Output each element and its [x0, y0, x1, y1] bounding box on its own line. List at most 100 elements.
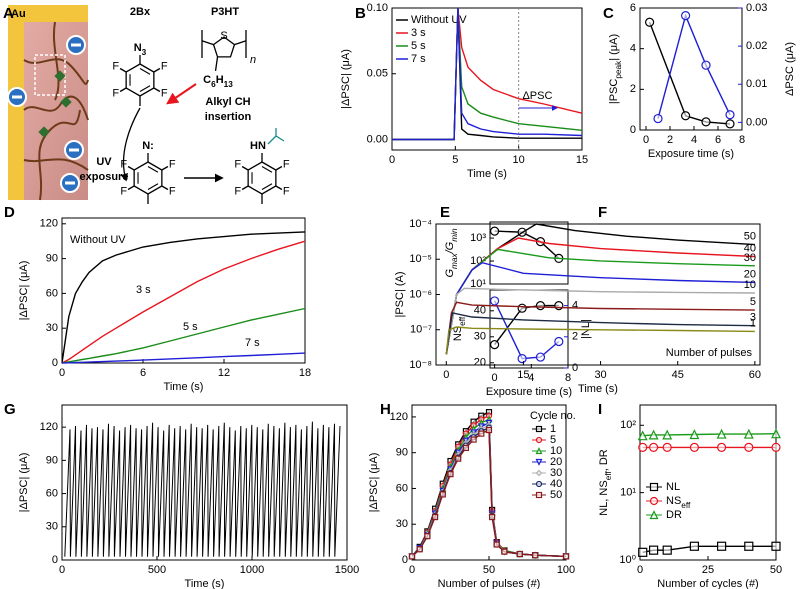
series-label: 7 s [245, 337, 260, 349]
fluorine-label: F [234, 185, 241, 197]
plot-frame [489, 221, 569, 285]
reaction-line: Alkyl CH [205, 96, 250, 108]
x-tick-label: 12 [218, 367, 230, 379]
marker [554, 301, 564, 311]
marker [517, 354, 527, 364]
marker [701, 117, 711, 127]
x-tick-label: 100 [557, 564, 575, 576]
x-tick-label: 0 [492, 372, 498, 384]
double-bond [261, 166, 273, 173]
y-tick-label: 10⁻⁶ [409, 288, 432, 300]
x-axis-label: Time (s) [164, 381, 204, 393]
y-axis-label: |PSC| (A) [394, 271, 406, 317]
marker [649, 510, 659, 520]
series-line [494, 304, 559, 346]
marker [648, 442, 659, 452]
fluorine-label: F [283, 158, 290, 170]
y-tick-label: 20 [474, 357, 486, 369]
y-tick-label: 10¹ [470, 278, 486, 290]
y-axis-label: |ΔPSC| (μA) [340, 49, 352, 109]
marker [516, 550, 523, 558]
marker [535, 458, 543, 466]
marker [725, 110, 735, 120]
marker [432, 513, 439, 521]
chart: 0 500 1000 1500 0 30 60 90 120 Time (s) |ΔPSC| (μA… [18, 404, 359, 589]
x-axis-label: Exposure time (s) [648, 148, 734, 160]
double-bond [139, 85, 151, 92]
chart: 10¹ 10² 10³ Gmax/Gmin [444, 221, 569, 290]
panel-label: H [380, 401, 391, 418]
marker [462, 444, 469, 452]
marker [649, 482, 659, 492]
y-tick-label: 60 [46, 487, 58, 499]
marker [771, 428, 781, 439]
insertion-arrow [166, 83, 197, 105]
marker [662, 545, 672, 555]
marker [716, 428, 727, 439]
marker [488, 513, 496, 521]
marker [649, 496, 659, 506]
y-tick-label: 10⁻⁸ [409, 359, 432, 371]
bond [153, 67, 161, 73]
y-tick-label: 10⁻⁵ [409, 253, 432, 265]
x-axis-label: Time (s) [185, 578, 225, 589]
y-tick-label: 6 [630, 2, 636, 14]
series-line [445, 261, 755, 355]
bond [161, 185, 169, 191]
marker [470, 436, 477, 443]
series-line [493, 300, 560, 360]
y-tick-label: 90 [396, 447, 408, 459]
series-line [61, 231, 306, 364]
series-label: 10 [744, 279, 756, 291]
marker [662, 429, 673, 440]
series-label: 5 [750, 296, 756, 308]
series-line [445, 326, 755, 355]
y-tick-label: 0 [630, 124, 636, 136]
y-tick-label: 0 [402, 554, 408, 566]
x-tick-label: 6 [715, 134, 721, 146]
marker [644, 17, 655, 27]
x-tick-label: 4 [691, 134, 697, 146]
double-bond [147, 166, 159, 173]
y-tick-label: 30 [396, 518, 408, 530]
marker [489, 296, 500, 306]
fluorine-label: F [161, 87, 168, 99]
legend-label: 7 s [411, 53, 426, 65]
fluorine-label: F [112, 60, 119, 72]
series-line [411, 428, 567, 558]
x-axis-label: Number of cycles (#) [657, 578, 758, 589]
y-tick-label: 10⁻⁷ [410, 324, 432, 336]
series-label: 50 [744, 231, 756, 243]
series-line [445, 287, 755, 355]
marker [535, 352, 546, 362]
y-tick-label: 0 [52, 554, 58, 566]
y-axis-label-part: peak [614, 60, 623, 79]
bond [119, 67, 127, 73]
legend-label: DR [666, 509, 682, 521]
series-label: 5 s [183, 321, 198, 333]
x-axis-label: Time (s) [467, 168, 507, 180]
marker [744, 541, 754, 551]
x-tick-label: 0 [59, 564, 65, 576]
marker [554, 336, 564, 347]
y-tick-label: 2 [630, 83, 636, 95]
marker [648, 545, 659, 555]
fluorine-label: F [169, 158, 176, 170]
hexyl-label-part: C [203, 74, 211, 86]
azide-label: N3 [134, 42, 147, 57]
legend-label: 10 [550, 445, 562, 457]
y2-tick-label: 0.00 [746, 116, 767, 128]
marker [689, 429, 700, 440]
x-tick-label: 6 [140, 367, 146, 379]
uv-line: exposure [80, 171, 129, 183]
y-tick-label: 120 [390, 411, 408, 423]
panel-label: E [440, 204, 450, 221]
y-tick-label: 10¹ [620, 487, 636, 499]
